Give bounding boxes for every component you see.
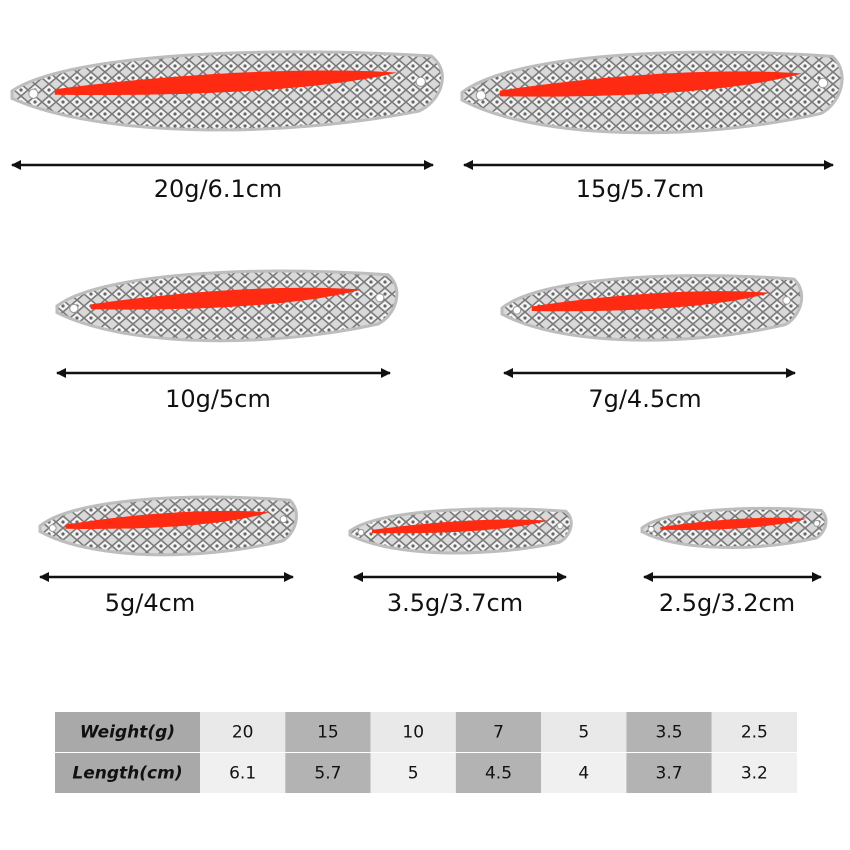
size-label: 2.5g/3.2cm	[659, 589, 795, 617]
table-cell	[370, 753, 456, 793]
row-header: Weight(g)	[80, 723, 175, 743]
table-cell	[541, 753, 627, 793]
size-label: 3.5g/3.7cm	[387, 589, 523, 617]
table-cell	[455, 753, 542, 793]
spoon-hole	[48, 524, 57, 532]
table-value: 7	[493, 723, 504, 743]
row-header: Length(cm)	[72, 764, 182, 784]
table-cell	[285, 712, 371, 752]
spoon-stripe	[54, 70, 398, 96]
size-label: 15g/5.7cm	[576, 175, 705, 203]
table-value: 3.2	[741, 764, 768, 784]
size-label: 7g/4.5cm	[588, 385, 701, 413]
table-cell	[541, 712, 627, 752]
spoon-hole	[279, 515, 288, 524]
table-cell	[370, 712, 456, 752]
table-value: 6.1	[229, 764, 256, 784]
spoon-hole	[556, 522, 564, 530]
spoon-stripe	[90, 287, 362, 310]
table-cell	[711, 753, 797, 793]
table-value: 3.5	[656, 723, 683, 743]
table-cell	[711, 712, 797, 752]
spoon-hole	[28, 88, 39, 99]
table-value: 3.7	[656, 764, 683, 784]
table-value: 5	[408, 764, 419, 784]
spoon-hole	[813, 519, 821, 527]
table-value: 2.5	[741, 723, 768, 743]
table-cell	[55, 712, 200, 752]
spoon-hole	[475, 90, 487, 101]
table-cell	[55, 753, 200, 793]
spoon-stripe	[65, 510, 270, 529]
spoon-hole	[69, 303, 79, 314]
size-label: 20g/6.1cm	[154, 175, 283, 203]
table-cell	[200, 712, 286, 752]
size-label: 10g/5cm	[165, 385, 271, 413]
table-cell	[200, 753, 286, 793]
table-value: 4	[578, 764, 589, 784]
spoon-hole	[375, 293, 385, 303]
spoon-hole	[817, 77, 829, 89]
spoon-hole	[512, 305, 522, 315]
spoon-stripe	[372, 519, 548, 534]
table-value: 10	[402, 723, 424, 743]
table-cell	[626, 712, 712, 752]
table-value: 4.5	[485, 764, 512, 784]
spoon-hole	[357, 529, 365, 537]
table-value: 15	[317, 723, 339, 743]
table-cell	[626, 753, 712, 793]
table-value: 20	[232, 723, 254, 743]
spoon-stripe	[660, 517, 807, 530]
spoon-hole	[782, 296, 791, 305]
spoon-stripe	[499, 71, 803, 97]
table-cell	[455, 712, 542, 752]
table-value: 5.7	[314, 764, 341, 784]
spoon-stripe	[531, 291, 771, 312]
spoon-hole	[647, 525, 655, 533]
table-value: 5	[578, 723, 589, 743]
size-label: 5g/4cm	[105, 589, 195, 617]
table-cell	[285, 753, 371, 793]
spoon-hole	[415, 76, 426, 87]
